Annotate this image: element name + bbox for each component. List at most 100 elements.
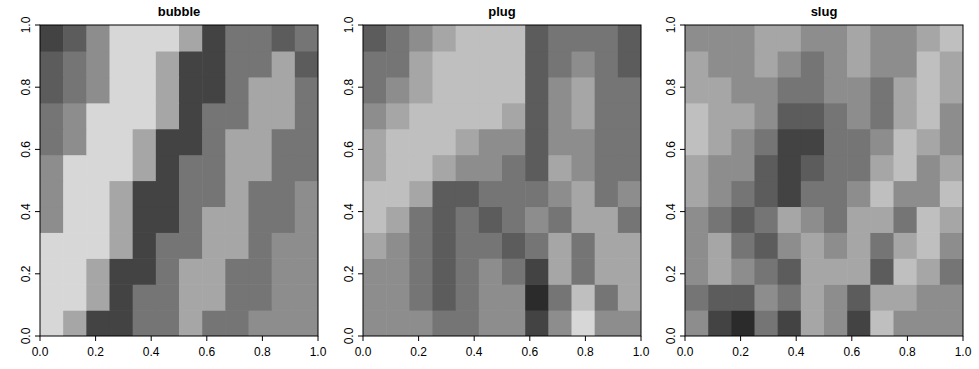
heatmap-cell <box>685 206 709 233</box>
heatmap-cell <box>479 51 503 78</box>
y-tick <box>680 87 685 88</box>
heatmap-cell <box>731 258 755 285</box>
y-tick-label: 1.0 <box>664 16 678 33</box>
heatmap-cells <box>40 25 318 336</box>
heatmap-cell <box>86 155 110 182</box>
y-tick <box>358 273 363 274</box>
x-tick-label: 0.8 <box>577 345 594 359</box>
heatmap-cell <box>940 155 963 182</box>
heatmap-cell <box>433 25 457 52</box>
heatmap-cell <box>63 129 87 156</box>
heatmap-cell <box>479 258 503 285</box>
heatmap-cell <box>363 284 387 311</box>
heatmap-cell <box>708 181 732 208</box>
y-tick-label: 0.2 <box>664 265 678 282</box>
heatmap-cell <box>917 129 941 156</box>
heatmap-cell <box>363 258 387 285</box>
y-tick-label: 0.0 <box>19 327 33 344</box>
heatmap-cell <box>409 129 433 156</box>
heatmap-cell <box>63 284 87 311</box>
heatmap-cell <box>801 181 825 208</box>
heatmap-cell <box>409 258 433 285</box>
heatmap-cell <box>133 25 157 52</box>
heatmap-cell <box>778 129 802 156</box>
heatmap-cell <box>202 206 226 233</box>
heatmap-cell <box>110 232 134 259</box>
heatmap-cell <box>755 206 779 233</box>
heatmap-cell <box>572 155 596 182</box>
heatmap-cell <box>870 310 894 336</box>
heatmap-cell <box>548 103 572 130</box>
heatmap-cell <box>63 232 87 259</box>
heatmap-cell <box>110 25 134 52</box>
panel-title: plug <box>488 4 515 19</box>
x-tick-label: 0.8 <box>254 345 271 359</box>
heatmap-cell <box>572 232 596 259</box>
heatmap-cell <box>179 155 203 182</box>
heatmap-cell <box>110 155 134 182</box>
heatmap-cell <box>86 310 110 336</box>
x-tick <box>363 336 364 341</box>
heatmap-cell <box>917 181 941 208</box>
y-tick <box>358 149 363 150</box>
heatmap-cell <box>731 129 755 156</box>
heatmap-cell <box>363 129 387 156</box>
heatmap-cell <box>156 206 180 233</box>
y-tick-label: 0.0 <box>664 327 678 344</box>
heatmap-cell <box>940 232 963 259</box>
heatmap-cell <box>778 232 802 259</box>
heatmap-cell <box>479 155 503 182</box>
heatmap-cell <box>847 258 871 285</box>
x-tick-label: 0.4 <box>466 345 483 359</box>
heatmap-cell <box>731 155 755 182</box>
heatmap-cell <box>595 155 619 182</box>
heatmap-cell <box>456 77 480 104</box>
heatmap-cell <box>456 103 480 130</box>
y-tick <box>35 273 40 274</box>
x-tick <box>685 336 686 341</box>
heatmap-cell <box>801 206 825 233</box>
plot-frame <box>40 25 318 336</box>
heatmap-cell <box>225 129 249 156</box>
heatmap-cell <box>133 284 157 311</box>
heatmap-cell <box>708 51 732 78</box>
y-tick <box>680 273 685 274</box>
heatmap-cell <box>479 103 503 130</box>
heatmap-cell <box>548 232 572 259</box>
heatmap-cell <box>272 25 296 52</box>
heatmap-cell <box>249 25 273 52</box>
x-tick-label: 0.2 <box>410 345 427 359</box>
heatmap-cell <box>917 258 941 285</box>
heatmap-cell <box>685 232 709 259</box>
heatmap-cell <box>110 181 134 208</box>
heatmap-cell <box>363 77 387 104</box>
y-tick <box>358 25 363 26</box>
heatmap-cell <box>917 232 941 259</box>
heatmap-cell <box>824 25 848 52</box>
heatmap-cell <box>847 181 871 208</box>
heatmap-cell <box>618 51 641 78</box>
heatmap-cell <box>618 103 641 130</box>
heatmap-cell <box>63 155 87 182</box>
y-tick-label: 0.6 <box>664 141 678 158</box>
heatmap-cell <box>618 129 641 156</box>
heatmap-cell <box>225 25 249 52</box>
heatmap-cell <box>940 129 963 156</box>
heatmap-cell <box>249 310 273 336</box>
heatmap-cell <box>363 51 387 78</box>
heatmap-cell <box>870 181 894 208</box>
heatmap-cell <box>110 129 134 156</box>
heatmap-cell <box>595 258 619 285</box>
heatmap-cell <box>731 284 755 311</box>
x-tick-label: 0.0 <box>677 345 694 359</box>
heatmap-cell <box>456 51 480 78</box>
y-tick-label: 0.2 <box>19 265 33 282</box>
heatmap-cell <box>917 206 941 233</box>
heatmap-cell <box>847 103 871 130</box>
y-tick-label: 0.8 <box>342 79 356 96</box>
panel-title: bubble <box>158 4 201 19</box>
heatmap-cell <box>386 206 410 233</box>
heatmap-cell <box>917 310 941 336</box>
heatmap-cell <box>86 232 110 259</box>
heatmap-cell <box>86 284 110 311</box>
